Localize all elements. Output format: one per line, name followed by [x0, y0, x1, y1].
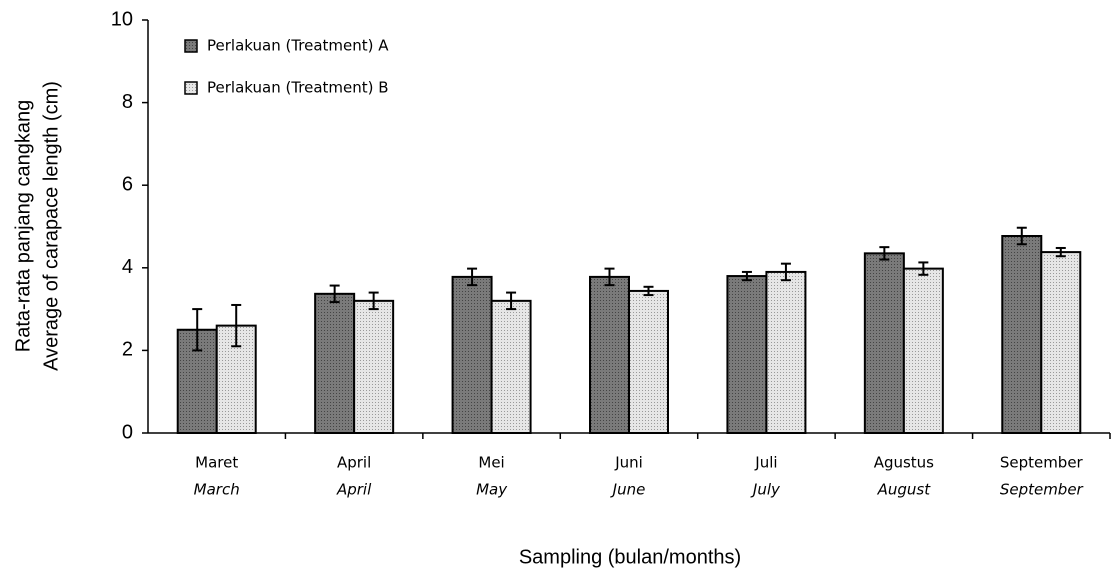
- error-bar: [231, 303, 242, 348]
- bar: [726, 275, 768, 434]
- error-bar: [192, 308, 203, 352]
- error-bar: [368, 291, 379, 311]
- error-bar: [1016, 226, 1027, 246]
- error-bar: [1055, 246, 1066, 258]
- bar: [765, 270, 807, 434]
- y-tick-label: 10: [111, 8, 133, 30]
- x-tick-label: Mei: [478, 454, 504, 472]
- x-tick-label: September: [1000, 454, 1084, 472]
- bar: [589, 275, 630, 434]
- y-tick-label: 4: [122, 256, 133, 278]
- x-tick-label: Maret: [195, 454, 238, 472]
- x-tick-label: Juli: [754, 454, 777, 472]
- bar: [863, 252, 905, 434]
- error-bar: [918, 261, 929, 276]
- y-tick-label: 8: [122, 91, 133, 113]
- y-tick-label: 2: [122, 339, 133, 361]
- bar: [215, 324, 257, 434]
- error-bar: [780, 262, 791, 282]
- x-tick-label: August: [877, 481, 932, 499]
- legend-label: Perlakuan (Treatment) A: [207, 37, 389, 55]
- x-tick-label: June: [610, 481, 646, 499]
- bar: [1040, 251, 1082, 434]
- x-axis-label: Sampling (bulan/months): [519, 546, 741, 568]
- x-tick-label: March: [194, 481, 240, 499]
- bar: [314, 292, 356, 434]
- error-bar: [329, 284, 340, 304]
- bar: [902, 267, 944, 434]
- error-bar: [741, 270, 752, 282]
- bar: [451, 275, 493, 434]
- x-tick-label: Agustus: [874, 454, 934, 472]
- y-tick-label: 0: [122, 421, 133, 443]
- x-tick-label: Juni: [614, 454, 643, 472]
- y-axis-label: Average of carapace length (cm): [40, 81, 62, 371]
- bar: [490, 299, 532, 434]
- error-bar: [506, 291, 517, 311]
- legend-swatch: [184, 39, 198, 53]
- x-tick-label: May: [476, 481, 508, 499]
- error-bar: [467, 267, 478, 287]
- x-tick-label: April: [336, 481, 372, 499]
- y-axis-label: Rata-rata panjang cangkang: [12, 100, 34, 352]
- y-tick-label: 6: [122, 173, 133, 195]
- bar: [353, 299, 395, 434]
- error-bar: [604, 267, 615, 287]
- legend-swatch: [184, 81, 198, 95]
- x-tick-label: April: [337, 454, 371, 472]
- error-bar: [643, 285, 654, 297]
- bar: [1001, 234, 1043, 434]
- error-bar: [879, 246, 890, 261]
- x-tick-label: July: [750, 481, 781, 499]
- x-tick-label: September: [1000, 481, 1084, 499]
- bar: [628, 289, 669, 435]
- legend-label: Perlakuan (Treatment) B: [207, 79, 389, 97]
